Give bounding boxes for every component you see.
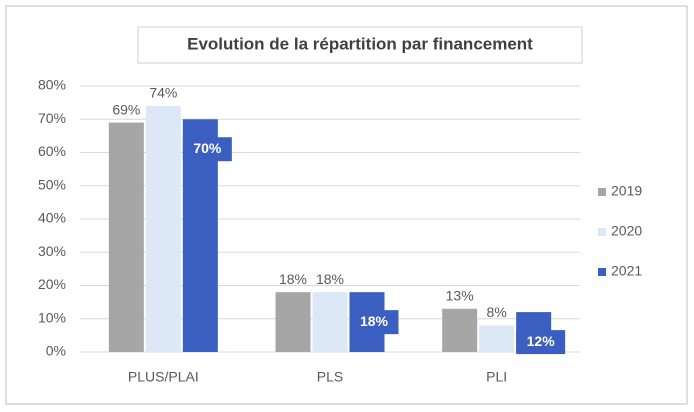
x-tick-label: PLI (486, 369, 507, 385)
y-tick-label: 30% (38, 243, 66, 259)
x-tick-label: PLUS/PLAI (128, 369, 199, 385)
data-label: 12% (527, 333, 556, 349)
legend-label: 2021 (611, 263, 642, 279)
data-label: 70% (193, 140, 222, 156)
bar (479, 325, 515, 352)
legend-label: 2019 (611, 183, 642, 199)
data-label: 74% (149, 85, 177, 101)
y-tick-label: 40% (38, 210, 66, 226)
bar (145, 105, 181, 352)
y-tick-label: 50% (38, 176, 66, 192)
y-tick-label: 70% (38, 110, 66, 126)
data-label: 8% (487, 304, 507, 320)
data-label: 69% (112, 101, 140, 117)
bar (275, 292, 311, 352)
bar (442, 308, 478, 352)
legend-swatch (598, 268, 606, 276)
data-label: 18% (279, 271, 307, 287)
bar (108, 122, 144, 352)
bar (312, 292, 348, 352)
y-tick-label: 20% (38, 276, 66, 292)
data-label-box (349, 310, 399, 335)
title-box (137, 26, 583, 64)
chart-title: Evolution de la répartition par financem… (187, 34, 533, 53)
y-tick-label: 80% (38, 77, 66, 93)
data-label: 18% (316, 271, 344, 287)
data-label: 18% (360, 313, 389, 329)
x-tick-label: PLS (317, 369, 343, 385)
data-label: 13% (446, 287, 474, 303)
legend-label: 2020 (611, 223, 642, 239)
data-label-box (516, 330, 566, 355)
legend-swatch (598, 228, 606, 236)
y-tick-label: 0% (46, 343, 66, 359)
data-label-box (182, 137, 232, 162)
y-tick-label: 60% (38, 143, 66, 159)
legend-swatch (598, 188, 606, 196)
y-tick-label: 10% (38, 309, 66, 325)
